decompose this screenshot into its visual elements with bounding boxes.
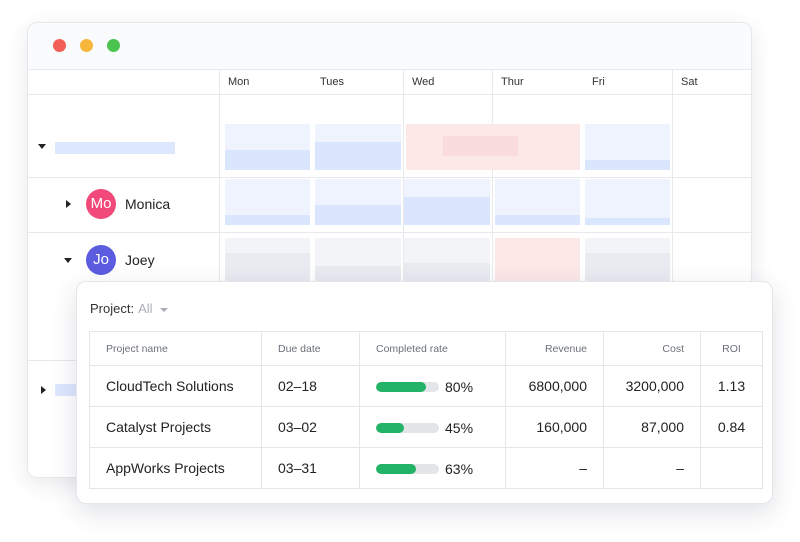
project-filter-value[interactable]: All xyxy=(138,301,153,316)
day-header-row: Mon Tues Wed Thur Fri Sat xyxy=(28,70,751,95)
group-label-placeholder xyxy=(55,142,175,154)
calendar-event-fill xyxy=(225,253,310,281)
avatar: Jo xyxy=(86,245,116,275)
maximize-window-button[interactable] xyxy=(107,39,120,52)
expand-row-toggle[interactable] xyxy=(66,200,71,208)
person-name: Joey xyxy=(125,252,155,268)
expand-group-toggle[interactable] xyxy=(41,386,46,394)
due-date-cell: 03–31 xyxy=(261,447,360,489)
calendar-event-fill xyxy=(225,150,310,170)
day-header-tues: Tues xyxy=(320,76,345,88)
progress-bar xyxy=(376,381,439,392)
column-header-roi[interactable]: ROI xyxy=(700,331,763,366)
revenue-cell: 6800,000 xyxy=(505,365,604,407)
calendar-event-fill xyxy=(315,266,401,281)
calendar-event-fill xyxy=(443,136,518,156)
table-row[interactable]: AppWorks Projects 03–31 63% – – xyxy=(89,447,763,489)
calendar-event-fill xyxy=(585,218,670,225)
row-divider xyxy=(28,232,751,233)
completed-rate-cell: 45% xyxy=(359,406,506,448)
window-titlebar xyxy=(28,23,751,70)
progress-bar-fill xyxy=(376,463,416,474)
chevron-down-icon[interactable] xyxy=(159,307,168,312)
collapse-group-toggle[interactable] xyxy=(38,144,46,149)
revenue-cell: – xyxy=(505,447,604,489)
calendar-event-fill xyxy=(585,160,670,170)
row-divider xyxy=(28,177,751,178)
cost-cell: 87,000 xyxy=(603,406,701,448)
calendar-event-fill xyxy=(404,197,490,225)
day-header-thur: Thur xyxy=(501,76,524,88)
day-header-wed: Wed xyxy=(412,76,435,88)
progress-bar xyxy=(376,422,439,433)
column-header-project-name[interactable]: Project name xyxy=(89,331,262,366)
grid-divider xyxy=(403,70,404,477)
completed-rate-value: 45% xyxy=(445,419,474,436)
project-summary-panel: Project: All Project name Due date Comple… xyxy=(76,281,773,504)
calendar-event-fill xyxy=(495,215,580,225)
completed-rate-value: 63% xyxy=(445,460,474,477)
roi-cell xyxy=(700,447,763,489)
calendar-event-fill xyxy=(585,253,670,281)
minimize-window-button[interactable] xyxy=(80,39,93,52)
collapse-row-toggle[interactable] xyxy=(64,258,72,263)
project-filter-label: Project: xyxy=(90,301,135,316)
day-header-mon: Mon xyxy=(228,76,250,88)
table-header-row: Project name Due date Completed rate Rev… xyxy=(89,331,763,366)
group-label-placeholder xyxy=(55,384,77,396)
calendar-event-fill xyxy=(315,142,401,170)
column-header-completed-rate[interactable]: Completed rate xyxy=(359,331,506,366)
calendar-event-fill xyxy=(225,215,310,225)
calendar-event-fill xyxy=(315,205,401,225)
column-header-due-date[interactable]: Due date xyxy=(261,331,360,366)
cost-cell: 3200,000 xyxy=(603,365,701,407)
due-date-cell: 02–18 xyxy=(261,365,360,407)
table-row[interactable]: CloudTech Solutions 02–18 80% 6800,000 3… xyxy=(89,365,763,407)
column-header-cost[interactable]: Cost xyxy=(603,331,701,366)
completed-rate-cell: 63% xyxy=(359,447,506,489)
calendar-event-overdue[interactable] xyxy=(495,238,580,281)
project-name-cell: CloudTech Solutions xyxy=(89,365,262,407)
project-name-cell: AppWorks Projects xyxy=(89,447,262,489)
avatar: Mo xyxy=(86,189,116,219)
day-header-sat: Sat xyxy=(681,76,698,88)
table-row[interactable]: Catalyst Projects 03–02 45% 160,000 87,0… xyxy=(89,406,763,448)
calendar-event-fill xyxy=(404,263,490,281)
column-header-revenue[interactable]: Revenue xyxy=(505,331,604,366)
completed-rate-value: 80% xyxy=(445,378,474,395)
revenue-cell: 160,000 xyxy=(505,406,604,448)
project-filter[interactable]: Project: All xyxy=(90,301,168,316)
progress-bar-fill xyxy=(376,422,405,433)
grid-divider xyxy=(492,70,493,477)
project-table: Project name Due date Completed rate Rev… xyxy=(89,331,763,489)
due-date-cell: 03–02 xyxy=(261,406,360,448)
grid-divider xyxy=(672,70,673,477)
grid-divider xyxy=(219,70,220,477)
project-name-cell: Catalyst Projects xyxy=(89,406,262,448)
roi-cell: 1.13 xyxy=(700,365,763,407)
day-header-fri: Fri xyxy=(592,76,605,88)
progress-bar-fill xyxy=(376,381,427,392)
close-window-button[interactable] xyxy=(53,39,66,52)
cost-cell: – xyxy=(603,447,701,489)
completed-rate-cell: 80% xyxy=(359,365,506,407)
roi-cell: 0.84 xyxy=(700,406,763,448)
calendar-event[interactable] xyxy=(585,179,670,225)
person-name: Monica xyxy=(125,196,171,212)
progress-bar xyxy=(376,463,439,474)
week-calendar: Mon Tues Wed Thur Fri Sat Mo Monica xyxy=(28,70,751,477)
